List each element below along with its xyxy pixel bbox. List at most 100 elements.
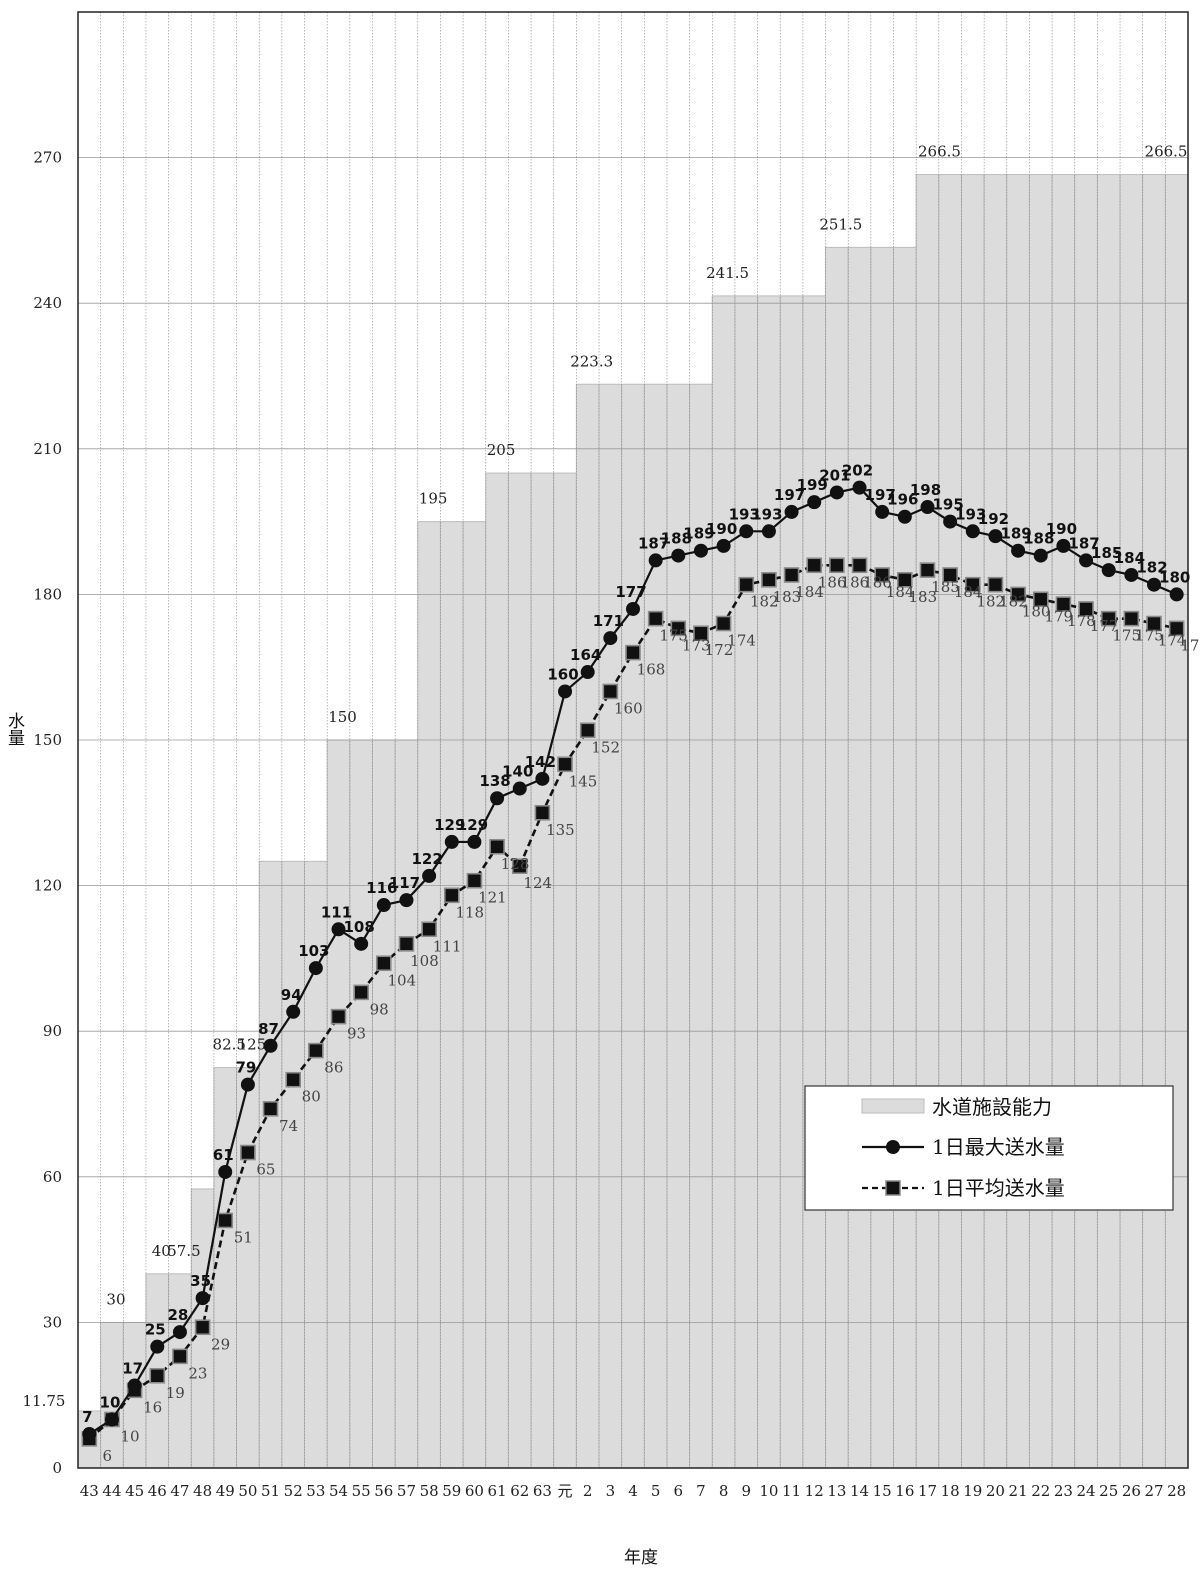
maximum-point [716,538,731,553]
maximum-value-label: 190 [1046,520,1077,538]
x-tick-label: 63 [533,1482,552,1500]
maximum-value-label: 185 [1091,544,1122,562]
capacity-label: 223.3 [570,352,613,370]
capacity-bar [507,472,532,1469]
x-tick-label: 59 [442,1482,461,1500]
maximum-point [127,1378,142,1393]
maximum-point [580,665,595,680]
x-tick-label: 25 [1099,1482,1118,1500]
x-tick-label: 17 [918,1482,937,1500]
average-value-label: 184 [954,583,983,601]
capacity-bar [349,739,373,1469]
maximum-point [626,601,640,616]
x-tick-label: 28 [1167,1482,1186,1500]
capacity-bar [1006,174,1030,1469]
y-axis-title: 水量 [4,712,25,746]
average-value-label: 182 [750,593,779,611]
average-value-label: 173 [1180,636,1200,654]
average-value-label: 145 [569,772,598,790]
average-point [217,1212,234,1229]
y-tick-label: 30 [43,1313,62,1331]
x-tick-label: 12 [805,1482,824,1500]
capacity-label: 251.5 [819,215,862,233]
maximum-value-label: 190 [706,520,737,538]
capacity-label: 241.5 [706,264,749,282]
average-point [376,955,392,972]
average-series: 6101619232951657480869398104108111118121… [81,557,1200,1465]
average-value-label: 80 [302,1088,321,1106]
maximum-point [422,868,437,883]
maximum-point [218,1164,233,1179]
legend-maximum-marker [886,1140,900,1154]
average-point [964,576,981,593]
average-point [149,1367,166,1384]
maximum-value-label: 116 [366,879,397,897]
average-value-label: 51 [234,1228,253,1246]
x-tick-label: 44 [102,1482,121,1500]
capacity-label: 266.5 [918,143,961,161]
capacity-bar [575,383,600,1469]
x-tick-label: 52 [284,1482,303,1500]
x-tick-label: 18 [941,1482,960,1500]
capacity-bar [893,246,917,1469]
maximum-point [444,834,459,849]
capacity-bar [938,174,962,1469]
average-value-label: 152 [591,738,620,756]
maximum-point [1033,548,1048,563]
average-point [398,936,415,952]
x-tick-label: 22 [1031,1482,1050,1500]
average-point [693,625,709,642]
maximum-value-label: 129 [434,816,465,834]
maximum-point [1169,587,1184,602]
average-value-label: 172 [705,641,734,659]
average-point [466,872,483,889]
maximum-value-label: 193 [729,505,760,523]
maximum-point [1011,543,1026,558]
average-point [579,722,596,739]
x-tick-label: 4 [628,1482,638,1500]
maximum-value-label: 202 [842,462,873,480]
capacity-label: 57.5 [167,1242,200,1260]
maximum-value-label: 28 [168,1306,189,1324]
maximum-value-label: 108 [344,918,375,936]
maximum-point [671,548,686,563]
average-point [715,615,732,632]
maximum-value-label: 193 [751,505,782,523]
average-value-label: 160 [614,699,643,717]
capacity-label: 266.5 [1145,143,1188,161]
legend-average-label: 1日平均送水量 [932,1176,1065,1200]
capacity-bar [757,295,781,1469]
x-tick-label: 55 [352,1482,371,1500]
x-tick-label: 8 [719,1482,729,1500]
average-value-label: 175 [659,627,688,645]
x-tick-label: 62 [510,1482,529,1500]
maximum-value-label: 187 [638,534,669,552]
maximum-value-label: 61 [213,1146,234,1164]
maximum-value-label: 129 [457,816,488,834]
maximum-value-label: 189 [683,525,714,543]
average-value-label: 65 [256,1161,275,1179]
x-tick-label: 16 [895,1482,914,1500]
average-value-label: 86 [324,1059,343,1077]
capacity-bar [960,174,985,1469]
average-value-label: 183 [909,588,938,606]
x-tick-label: 48 [193,1482,212,1500]
maximum-point [739,524,754,539]
capacity-label: 125 [238,1036,267,1054]
maximum-value-label: 192 [978,510,1009,528]
maximum-point [399,893,414,908]
average-value-label: 104 [387,971,416,989]
capacity-bar [779,295,804,1469]
capacity-label: 205 [487,441,516,459]
maximum-point [1056,538,1071,553]
maximum-point [308,961,323,976]
y-tick-label: 180 [33,585,62,603]
capacity-bar [236,1067,260,1469]
average-point [1168,620,1185,637]
capacity-bar [1142,174,1166,1469]
average-value-label: 111 [433,937,462,955]
average-point [1010,586,1026,603]
average-value-label: 19 [166,1384,185,1402]
x-tick-label: 9 [741,1482,751,1500]
